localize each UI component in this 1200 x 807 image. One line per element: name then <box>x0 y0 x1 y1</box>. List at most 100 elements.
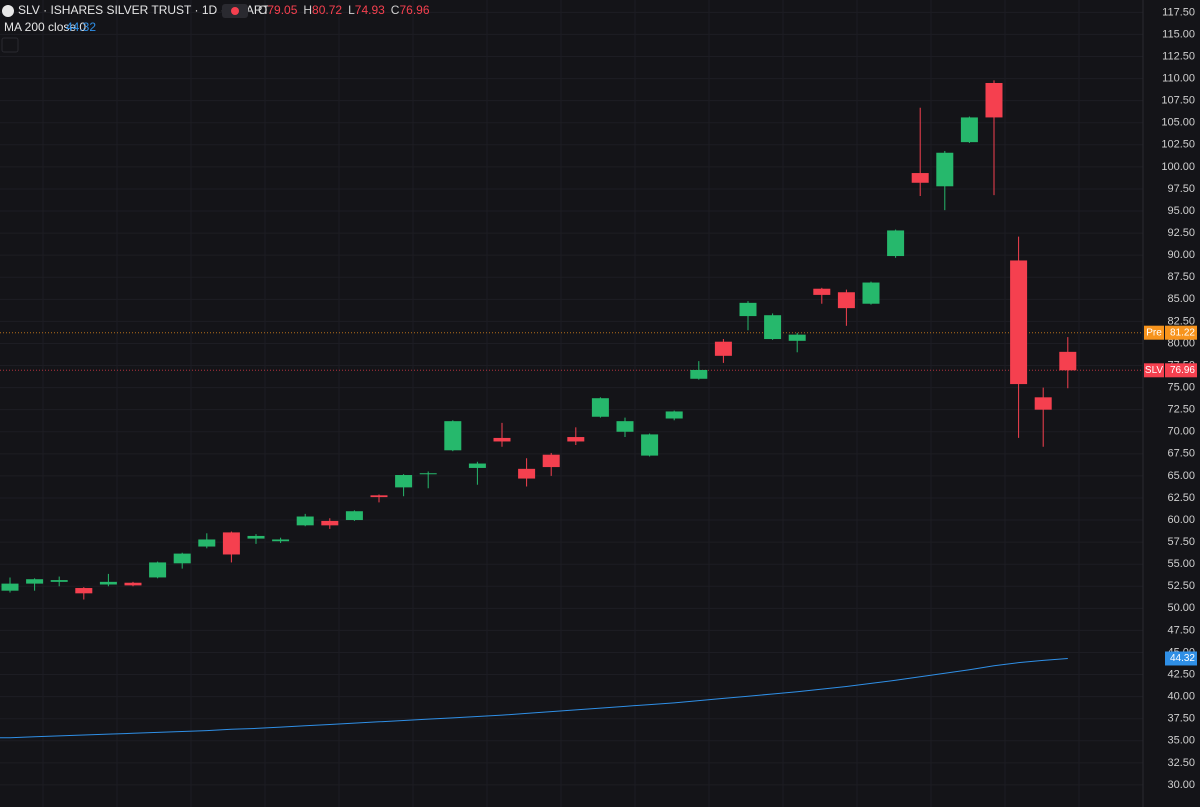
candle-body <box>468 463 486 468</box>
candle-body <box>665 411 683 419</box>
symbol-title: SLV · ISHARES SILVER TRUST · 1D · SMART <box>18 3 270 17</box>
ohlc-value: 79.05 <box>267 3 297 17</box>
candle-body <box>1 583 19 591</box>
candle-body <box>985 82 1003 118</box>
y-tick-label: 112.50 <box>1162 50 1195 62</box>
axis: 117.50 115.00 112.50 110.00 107.50 105.00 102.… <box>1144 6 1197 791</box>
candle-body <box>296 516 314 526</box>
y-tick-label: 35.00 <box>1167 735 1195 747</box>
candle-body <box>764 315 782 340</box>
y-tick-label: 85.00 <box>1167 293 1195 305</box>
y-tick-label: 50.00 <box>1167 602 1195 614</box>
candle-body <box>960 117 978 143</box>
ohlc-key: H <box>303 3 312 17</box>
price-axis <box>1143 0 1200 807</box>
y-tick-label: 97.50 <box>1167 183 1195 195</box>
candle-body <box>124 582 142 586</box>
y-tick-label: 92.50 <box>1167 227 1195 239</box>
candle-body <box>591 398 609 417</box>
y-tick-label: 82.50 <box>1167 315 1195 327</box>
candle-body <box>714 341 732 356</box>
ohlc-legend: O79.05 H80.72 L74.93 C76.96 <box>258 3 430 17</box>
candle-body <box>887 230 905 257</box>
candle-body <box>395 475 413 488</box>
y-tick-label: 100.00 <box>1161 161 1195 173</box>
candle-body <box>862 282 880 304</box>
y-tick-label: 80.00 <box>1167 337 1195 349</box>
candle-body <box>149 562 167 578</box>
candle-body <box>198 539 216 547</box>
candle-body <box>567 437 585 442</box>
candle-body <box>272 539 290 542</box>
y-tick-label: 107.50 <box>1161 95 1195 107</box>
candle-body <box>173 553 191 564</box>
candle-body <box>247 535 265 539</box>
candle-body <box>345 511 363 521</box>
ma-tag-value: 44.32 <box>1170 653 1195 664</box>
candle-body <box>50 580 68 582</box>
candle-body <box>1010 260 1028 385</box>
candle-body <box>75 588 93 594</box>
y-tick-label: 105.00 <box>1161 117 1195 129</box>
price-tag-box <box>1165 363 1197 378</box>
price-tag-label: SLV <box>1145 365 1163 376</box>
y-tick-label: 52.50 <box>1167 580 1195 592</box>
candle-body <box>493 437 511 442</box>
ma-value: 44.32 <box>66 20 96 34</box>
ohlc-key: C <box>391 3 400 17</box>
candle-body <box>99 581 117 585</box>
ohlc-value: 76.96 <box>399 3 429 17</box>
candle-body <box>616 421 634 432</box>
ohlc-value: 74.93 <box>355 3 385 17</box>
symbol-icon <box>2 5 14 17</box>
y-tick-label: 95.00 <box>1167 205 1195 217</box>
y-tick-label: 102.50 <box>1161 139 1195 151</box>
candle-body <box>321 520 339 526</box>
price-tag-value: 76.96 <box>1170 365 1195 376</box>
y-tick-label: 47.50 <box>1167 624 1195 636</box>
candle-body <box>739 302 757 317</box>
grid <box>0 0 1143 807</box>
candle-body <box>788 334 806 341</box>
candle-body <box>518 468 536 479</box>
price-tag-box <box>1165 325 1197 340</box>
y-tick-label: 70.00 <box>1167 426 1195 438</box>
candle-body <box>26 579 44 584</box>
price-tag <box>1144 325 1164 340</box>
ma-label: MA 200 close 0 <box>4 20 86 34</box>
price-tag-label: Pre <box>1146 327 1162 338</box>
candle-body <box>444 421 462 451</box>
candle-body <box>1059 351 1077 371</box>
candle-body <box>936 152 954 187</box>
ohlc-key: O <box>258 3 267 17</box>
y-tick-label: 40.00 <box>1167 691 1195 703</box>
y-tick-label: 55.00 <box>1167 558 1195 570</box>
y-tick-label: 32.50 <box>1167 757 1195 769</box>
y-tick-label: 60.00 <box>1167 514 1195 526</box>
ma-line <box>0 657 1068 739</box>
candle-body <box>370 495 388 498</box>
price-tag-value: 81.22 <box>1170 327 1195 338</box>
candle-body <box>813 288 831 295</box>
ohlc-key: L <box>348 3 355 17</box>
y-tick-label: 67.50 <box>1167 448 1195 460</box>
candle-body <box>542 454 560 468</box>
candle-body <box>641 434 659 456</box>
y-tick-label: 62.50 <box>1167 492 1195 504</box>
ohlc-value: 80.72 <box>312 3 342 17</box>
y-tick-label: 57.50 <box>1167 536 1195 548</box>
candle-body <box>419 473 437 475</box>
y-tick-label: 37.50 <box>1167 713 1195 725</box>
candle-body <box>911 173 929 183</box>
flag-dot <box>231 7 239 15</box>
y-tick-label: 87.50 <box>1167 271 1195 283</box>
y-tick-label: 115.00 <box>1162 28 1195 40</box>
y-tick-label: 90.00 <box>1167 249 1195 261</box>
collapse-button[interactable] <box>1 37 19 53</box>
candle-body <box>690 369 708 379</box>
y-tick-label: 117.50 <box>1162 6 1195 18</box>
candle-body <box>1034 397 1052 410</box>
y-tick-label: 30.00 <box>1167 779 1195 791</box>
